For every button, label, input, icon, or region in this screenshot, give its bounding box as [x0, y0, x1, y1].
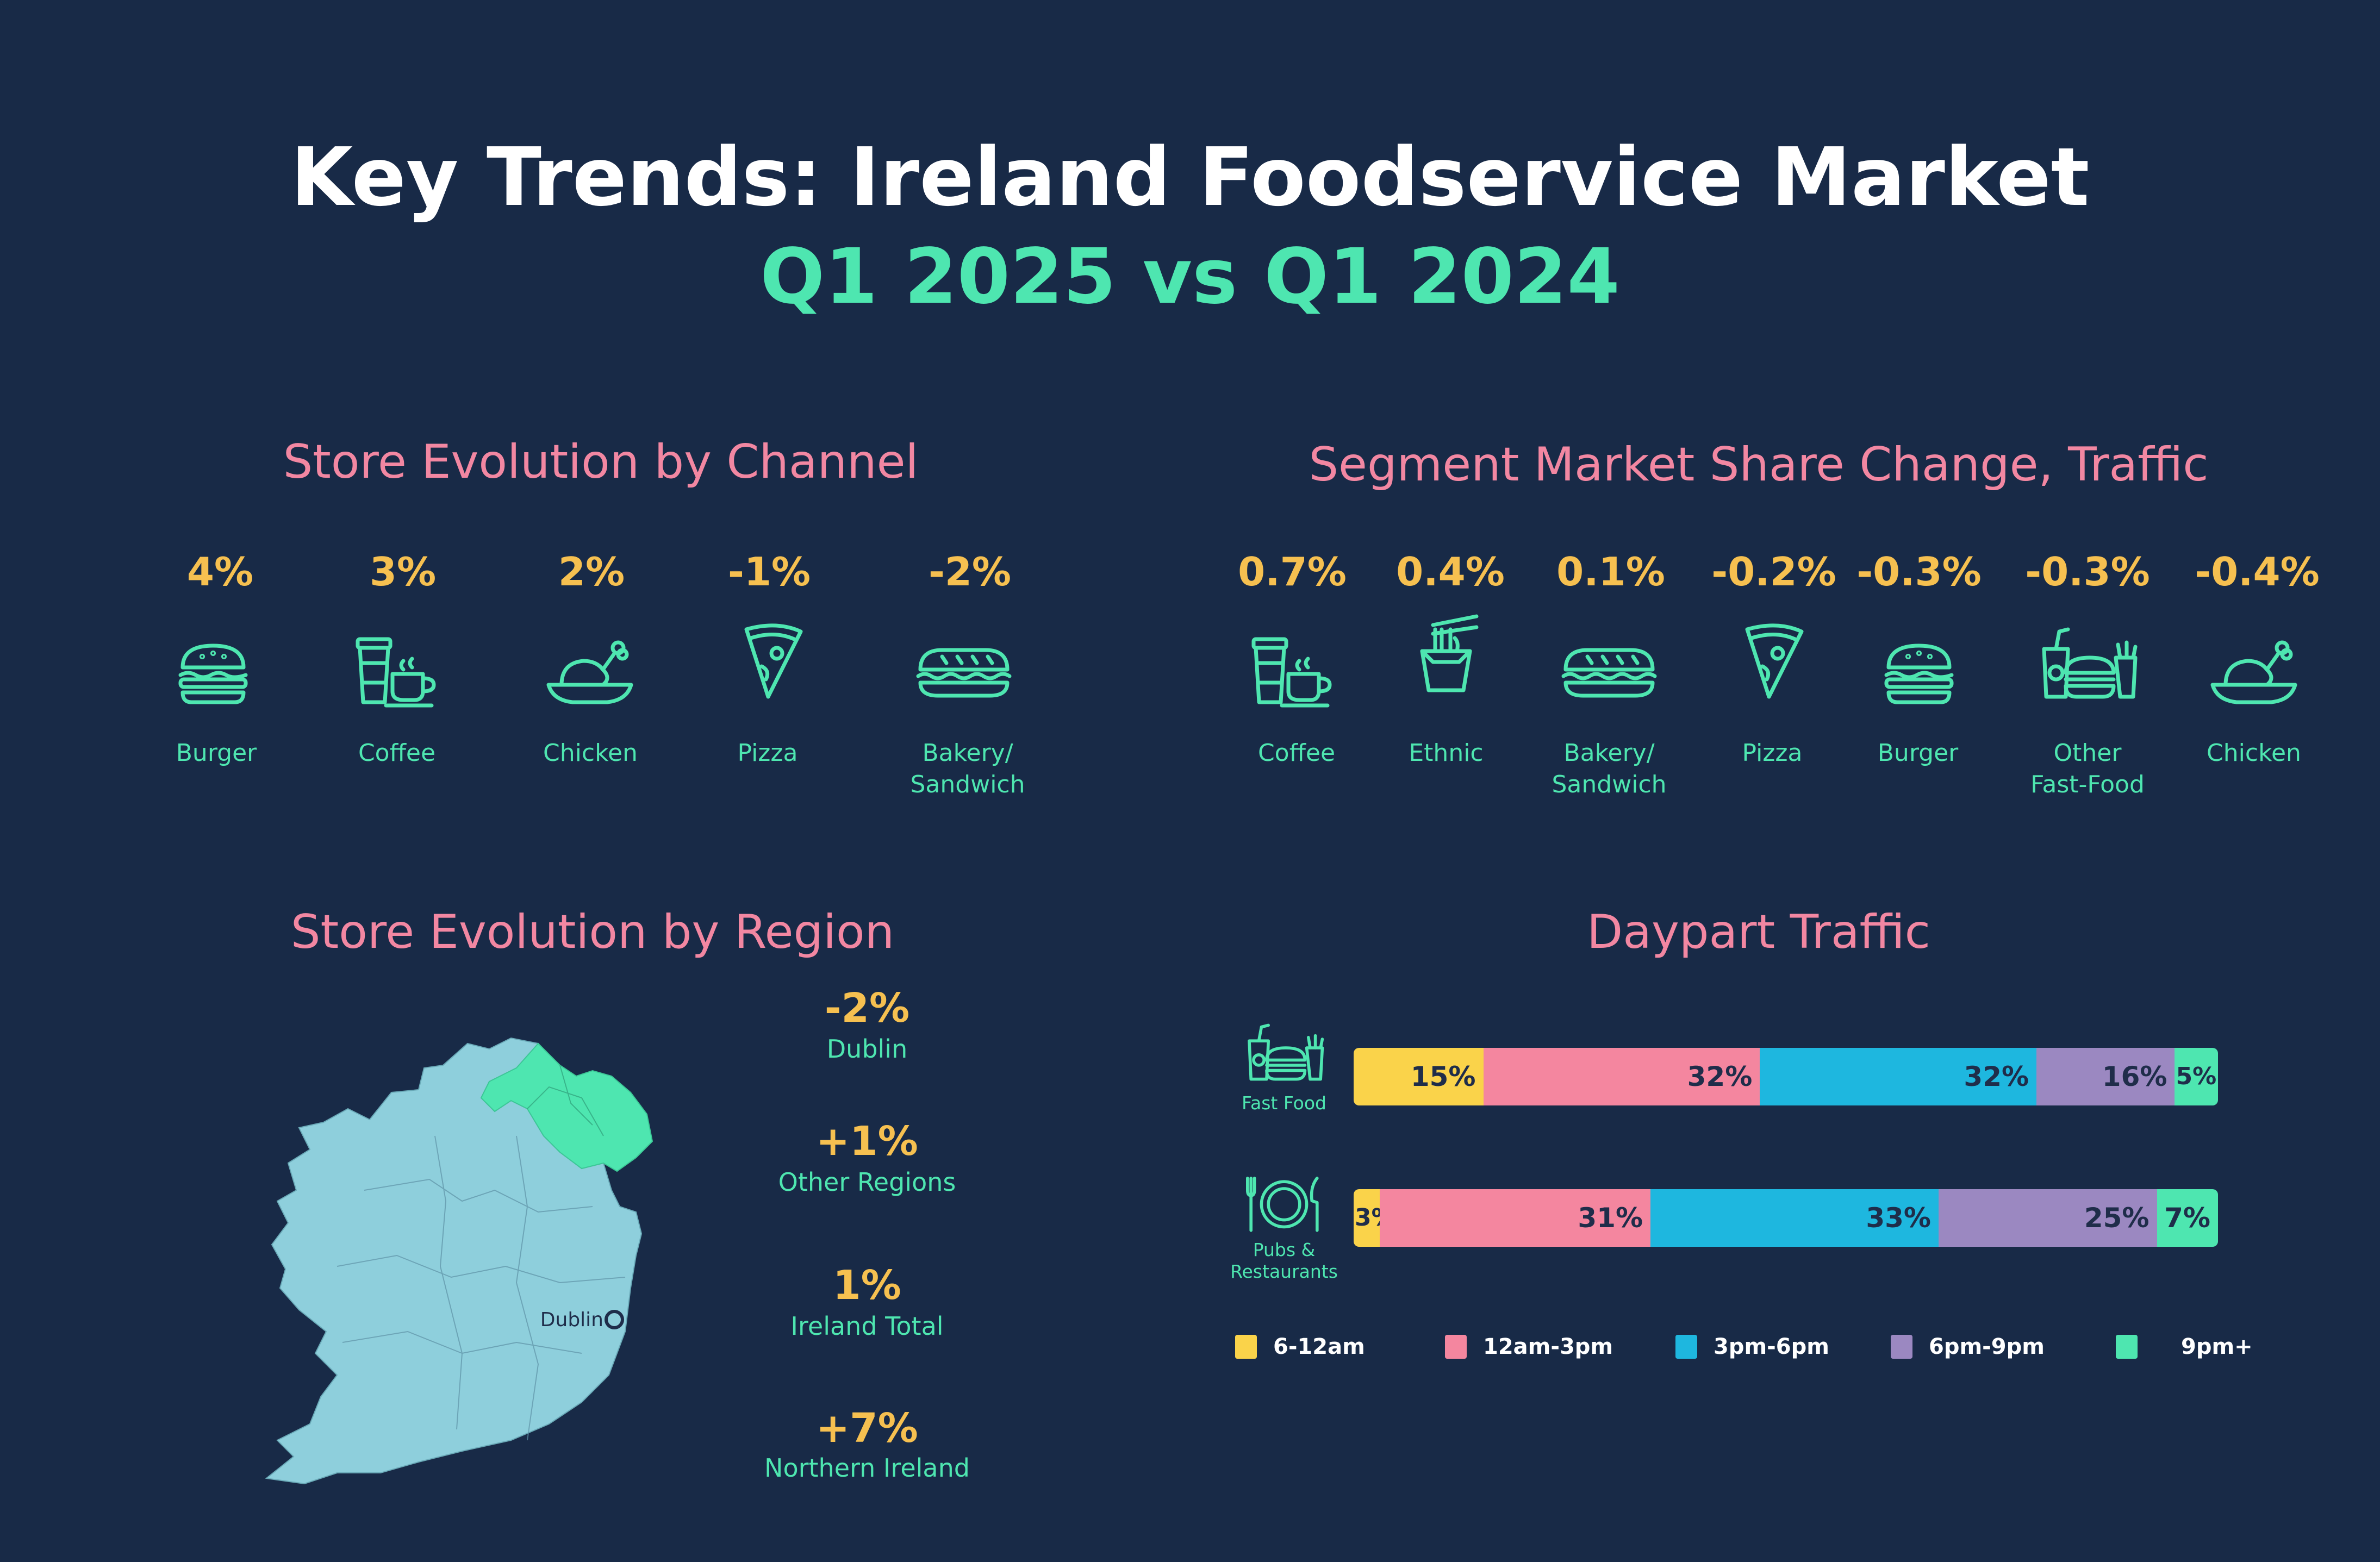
coffee-icon	[342, 630, 451, 712]
channel-value-sandwich: -2%	[928, 549, 1012, 595]
fast-food-icon	[2033, 625, 2142, 707]
bar-segment-12am-3pm: 32%	[1483, 1048, 1760, 1105]
bar-segment-6pm-9pm: 16%	[2036, 1048, 2175, 1105]
legend-swatch	[2116, 1335, 2138, 1359]
bar-value-label: 32%	[1687, 1061, 1753, 1092]
segment-value-coffee: 0.7%	[1238, 549, 1347, 595]
legend-item-3pm-6pm: 3pm-6pm	[1675, 1334, 1829, 1359]
bar-segment-6-12am: 15%	[1354, 1048, 1484, 1105]
segment-share-title: Segment Market Share Change, Traffic	[1309, 438, 2209, 492]
region-label-other: Other Regions	[778, 1167, 956, 1197]
dublin-map-label: Dublin	[540, 1309, 603, 1331]
northern-ireland-shape	[480, 1042, 653, 1172]
legend-label: 9pm+	[2181, 1334, 2253, 1359]
region-label-northern-ireland: Northern Ireland	[764, 1453, 970, 1483]
fast-food-icon	[1241, 1022, 1328, 1087]
daypart-bar-pubs-restaurants: 3% 31% 33% 25% 7%	[1354, 1189, 2218, 1247]
legend-item-6pm-9pm: 6pm-9pm	[1891, 1334, 2045, 1359]
bar-segment-3pm-6pm: 32%	[1760, 1048, 2037, 1105]
bar-value-label: 16%	[2102, 1061, 2167, 1092]
legend-label: 12am-3pm	[1483, 1334, 1613, 1359]
legend-item-6-12am: 6-12am	[1235, 1334, 1365, 1359]
bar-value-label: 31%	[1578, 1202, 1643, 1234]
segment-value-sandwich: 0.1%	[1556, 549, 1665, 595]
ireland-map: Dublin	[265, 1037, 653, 1485]
channel-value-burger: 4%	[186, 549, 254, 595]
segment-value-other-fast-food: -0.3%	[2025, 549, 2150, 595]
legend-label: 6pm-9pm	[1929, 1334, 2045, 1359]
segment-label-burger: Burger	[1877, 739, 1959, 767]
daypart-row-label-fast-food: Fast Food	[1242, 1092, 1326, 1114]
chicken-icon	[535, 630, 644, 712]
burger-icon	[1865, 630, 1973, 712]
pizza-icon	[718, 621, 827, 702]
segment-label-coffee: Coffee	[1257, 739, 1336, 767]
segment-value-pizza: -0.2%	[1711, 549, 1836, 595]
pizza-icon	[1719, 621, 1828, 702]
dublin-marker	[605, 1310, 624, 1329]
bar-value-label: 15%	[1410, 1061, 1476, 1092]
bar-value-label: 7%	[2164, 1202, 2210, 1234]
channel-label-pizza: Pizza	[737, 739, 798, 767]
plate-cutlery-icon	[1241, 1171, 1328, 1236]
channel-value-pizza: -1%	[727, 549, 811, 595]
segment-value-burger: -0.3%	[1856, 549, 1982, 595]
bar-value-label: 5%	[2176, 1063, 2217, 1090]
segment-label-sandwich: Bakery/ Sandwich	[1552, 739, 1667, 798]
bar-segment-9pm-: 5%	[2175, 1048, 2218, 1105]
legend-label: 6-12am	[1273, 1334, 1365, 1359]
bar-segment-12am-3pm: 31%	[1380, 1189, 1651, 1247]
segment-label-other-fast-food: Other Fast-Food	[2030, 739, 2145, 798]
segment-value-ethnic: 0.4%	[1396, 549, 1505, 595]
channel-value-coffee: 3%	[369, 549, 437, 595]
chicken-icon	[2200, 630, 2308, 712]
burger-icon	[159, 630, 267, 712]
channel-label-chicken: Chicken	[543, 739, 638, 767]
region-value-dublin: -2%	[824, 985, 910, 1032]
bar-value-label: 33%	[1866, 1202, 1932, 1234]
legend-item-9pm: 9pm+	[2116, 1334, 2253, 1359]
channel-label-coffee: Coffee	[358, 739, 436, 767]
segment-label-chicken: Chicken	[2207, 739, 2301, 767]
sandwich-icon	[909, 630, 1018, 712]
segment-label-pizza: Pizza	[1742, 739, 1803, 767]
channel-value-chicken: 2%	[558, 549, 625, 595]
channel-label-sandwich: Bakery/ Sandwich	[910, 739, 1025, 798]
legend-label: 3pm-6pm	[1714, 1334, 1829, 1359]
channel-label-burger: Burger	[176, 739, 257, 767]
bar-segment-6pm-9pm: 25%	[1939, 1189, 2157, 1247]
sandwich-icon	[1555, 630, 1663, 712]
legend-swatch	[1675, 1335, 1697, 1359]
region-title: Store Evolution by Region	[290, 905, 895, 959]
bar-segment-6-12am: 3%	[1354, 1189, 1395, 1247]
segment-label-ethnic: Ethnic	[1409, 739, 1484, 767]
store-channel-title: Store Evolution by Channel	[283, 435, 919, 489]
region-label-ireland-total: Ireland Total	[790, 1311, 944, 1341]
segment-value-chicken: -0.4%	[2195, 549, 2320, 595]
legend-swatch	[1445, 1335, 1467, 1359]
legend-swatch	[1235, 1335, 1257, 1359]
region-value-northern-ireland: +7%	[816, 1405, 918, 1452]
legend-swatch	[1891, 1335, 1912, 1359]
bar-value-label: 32%	[1964, 1061, 2029, 1092]
region-value-other: +1%	[816, 1118, 918, 1165]
coffee-icon	[1238, 630, 1347, 712]
legend-item-12am-3pm: 12am-3pm	[1445, 1334, 1613, 1359]
region-value-ireland-total: 1%	[833, 1262, 901, 1309]
daypart-title: Daypart Traffic	[1587, 905, 1930, 959]
daypart-row-label-pubs: Pubs & Restaurants	[1230, 1239, 1338, 1282]
noodle-box-icon	[1392, 614, 1500, 696]
page-title: Key Trends: Ireland Foodservice Market	[290, 130, 2090, 224]
page-subtitle: Q1 2025 vs Q1 2024	[760, 233, 1620, 321]
region-label-dublin: Dublin	[826, 1034, 908, 1064]
bar-segment-9pm-: 7%	[2157, 1189, 2218, 1247]
bar-value-label: 25%	[2084, 1202, 2150, 1234]
bar-segment-3pm-6pm: 33%	[1650, 1189, 1939, 1247]
daypart-bar-fast-food: 15% 32% 32% 16% 5%	[1354, 1048, 2218, 1105]
